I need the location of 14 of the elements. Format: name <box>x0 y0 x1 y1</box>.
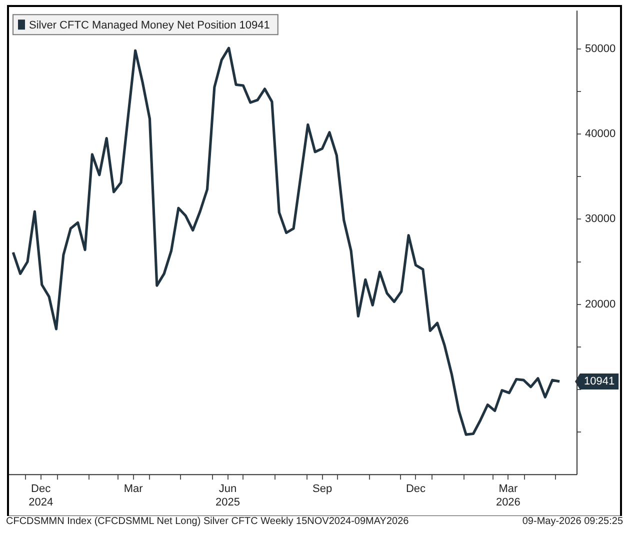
y-tick-label: 40000 <box>585 128 616 140</box>
x-tick-label: Mar <box>124 483 144 496</box>
text: CFCDSMMN Index (CFCDSMML Net Long) Silver CFTC Weekly 15NOV2024-09MAY2026 <box>6 516 409 527</box>
y-tick-label: 20000 <box>585 298 616 310</box>
x-tick-label: Jun 2025 <box>216 483 240 508</box>
y-tick-label: 30000 <box>585 213 616 226</box>
x-tick-label: Dec <box>406 483 426 496</box>
x-tick-label: Sep <box>312 483 332 496</box>
x-tick-label: Mar 2026 <box>496 483 520 508</box>
legend-label: Silver CFTC Managed Money Net Position 10941 <box>29 20 270 32</box>
text: 09-May-2026 09:25:25 <box>522 516 623 527</box>
y-tick-label: 50000 <box>585 42 616 55</box>
x-tick-label: Dec 2024 <box>28 483 54 508</box>
annotation: 10941 <box>584 375 615 388</box>
